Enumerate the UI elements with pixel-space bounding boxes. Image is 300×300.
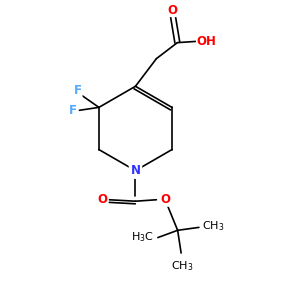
- Text: H$_3$C: H$_3$C: [131, 231, 154, 244]
- Text: CH$_3$: CH$_3$: [171, 259, 194, 273]
- Text: N: N: [130, 164, 140, 177]
- Text: O: O: [167, 4, 177, 16]
- Text: F: F: [74, 84, 82, 97]
- Text: O: O: [98, 193, 108, 206]
- Text: OH: OH: [196, 35, 216, 48]
- Text: O: O: [160, 193, 170, 206]
- Text: CH$_3$: CH$_3$: [202, 219, 225, 233]
- Text: F: F: [69, 104, 77, 117]
